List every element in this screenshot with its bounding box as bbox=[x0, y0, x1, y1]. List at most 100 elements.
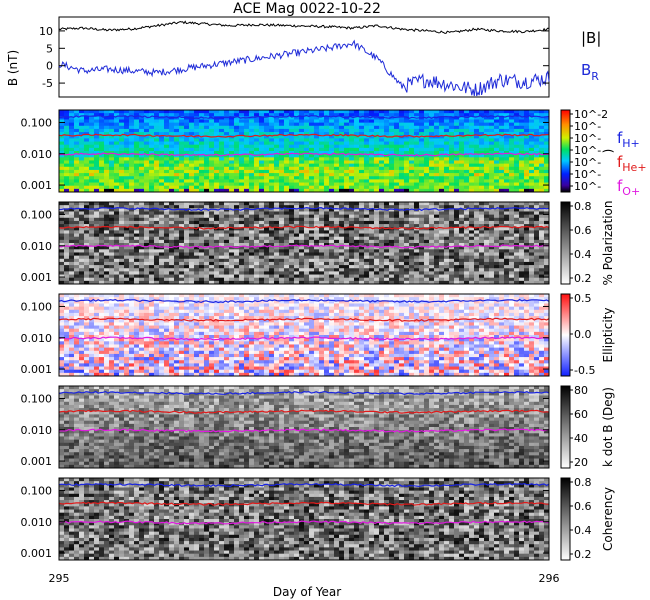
heatmap-cell bbox=[259, 208, 265, 212]
heatmap-cell bbox=[209, 202, 215, 206]
heatmap-cell bbox=[149, 157, 155, 161]
colorbar-tick-label: 10^- bbox=[574, 132, 601, 145]
heatmap-cell bbox=[279, 243, 285, 247]
heatmap-cell bbox=[129, 211, 135, 216]
heatmap-cell bbox=[449, 176, 455, 180]
heatmap-cell bbox=[419, 151, 425, 155]
heatmap-cell bbox=[349, 252, 355, 257]
heatmap-cell bbox=[384, 113, 390, 117]
heatmap-cell bbox=[469, 230, 475, 234]
heatmap-cell bbox=[529, 182, 535, 187]
heatmap-cell bbox=[294, 217, 300, 222]
heatmap-cell bbox=[239, 144, 245, 149]
heatmap-cell bbox=[189, 243, 195, 247]
heatmap-cell bbox=[309, 220, 315, 225]
heatmap-cell bbox=[474, 116, 480, 120]
heatmap-cell bbox=[129, 116, 135, 120]
heatmap-cell bbox=[274, 173, 280, 177]
heatmap-cell bbox=[294, 246, 300, 250]
heatmap-cell bbox=[364, 239, 370, 244]
heatmap-cell bbox=[139, 185, 145, 190]
heatmap-cell bbox=[344, 154, 350, 158]
heatmap-cell bbox=[414, 154, 420, 158]
heatmap-cell bbox=[79, 202, 85, 206]
heatmap-cell bbox=[64, 277, 70, 282]
heatmap-cell bbox=[114, 202, 120, 206]
heatmap-cell bbox=[414, 122, 420, 127]
heatmap-cell bbox=[409, 220, 415, 225]
heatmap-cell bbox=[124, 166, 130, 171]
heatmap-cell bbox=[329, 265, 335, 269]
heatmap-cell bbox=[314, 176, 320, 180]
heatmap-cell bbox=[309, 154, 315, 158]
heatmap-cell bbox=[434, 214, 440, 219]
heatmap-cell bbox=[524, 122, 530, 127]
heatmap-cell bbox=[249, 246, 255, 250]
heatmap-cell bbox=[409, 132, 415, 136]
heatmap-cell bbox=[359, 157, 365, 161]
heatmap-cell bbox=[499, 214, 505, 219]
heatmap-cell bbox=[229, 220, 235, 225]
heatmap-cell bbox=[254, 141, 260, 146]
heatmap-cell bbox=[159, 116, 165, 120]
heatmap-cell bbox=[464, 230, 470, 234]
heatmap-cell bbox=[239, 252, 245, 257]
heatmap-cell bbox=[209, 125, 215, 130]
heatmap-cell bbox=[284, 110, 290, 114]
heatmap-cell bbox=[534, 160, 540, 165]
heatmap-cell bbox=[69, 169, 75, 174]
heatmap-cell bbox=[249, 132, 255, 136]
heatmap-cell bbox=[444, 236, 450, 241]
heatmap-cell bbox=[104, 154, 110, 158]
heatmap-cell bbox=[264, 157, 270, 161]
heatmap-cell bbox=[504, 217, 510, 222]
heatmap-cell bbox=[64, 224, 70, 228]
heatmap-cell bbox=[399, 119, 405, 124]
heatmap-cell bbox=[404, 128, 410, 133]
heatmap-cell bbox=[404, 173, 410, 177]
heatmap-cell bbox=[314, 132, 320, 136]
heatmap-cell bbox=[434, 163, 440, 168]
heatmap-cell bbox=[74, 128, 80, 133]
heatmap-cell bbox=[394, 208, 400, 212]
heatmap-cell bbox=[224, 113, 230, 117]
heatmap-cell bbox=[374, 154, 380, 158]
heatmap-cell bbox=[394, 236, 400, 241]
heatmap-cell bbox=[64, 163, 70, 168]
heatmap-cell bbox=[174, 224, 180, 228]
heatmap-cell bbox=[234, 144, 240, 149]
heatmap-cell bbox=[349, 230, 355, 234]
heatmap-cell bbox=[279, 113, 285, 117]
heatmap-cell bbox=[214, 188, 220, 193]
heatmap-cell bbox=[139, 261, 145, 266]
heatmap-cell bbox=[249, 154, 255, 158]
heatmap-cell bbox=[339, 243, 345, 247]
heatmap-cell bbox=[174, 176, 180, 180]
heatmap-cell bbox=[254, 182, 260, 187]
heatmap-cell bbox=[394, 144, 400, 149]
heatmap-cell bbox=[364, 214, 370, 219]
heatmap-cell bbox=[69, 280, 75, 285]
heatmap-cell bbox=[334, 116, 340, 120]
heatmap-cell bbox=[184, 185, 190, 190]
heatmap-cell bbox=[259, 113, 265, 117]
heatmap-cell bbox=[279, 128, 285, 133]
heatmap-cell bbox=[94, 154, 100, 158]
heatmap-cell bbox=[299, 280, 305, 285]
heatmap-cell bbox=[479, 205, 485, 209]
heatmap-cell bbox=[344, 246, 350, 250]
heatmap-cell bbox=[209, 255, 215, 260]
heatmap-cell bbox=[489, 182, 495, 187]
heatmap-cell bbox=[159, 176, 165, 180]
heatmap-cell bbox=[89, 268, 95, 272]
heatmap-cell bbox=[69, 255, 75, 260]
heatmap-cell bbox=[89, 246, 95, 250]
heatmap-cell bbox=[389, 261, 395, 266]
heatmap-cell bbox=[164, 141, 170, 146]
heatmap-cell bbox=[229, 169, 235, 174]
heatmap-cell bbox=[59, 166, 65, 171]
heatmap-cell bbox=[309, 208, 315, 212]
heatmap-cell bbox=[519, 110, 525, 114]
heatmap-cell bbox=[124, 271, 130, 275]
heatmap-cell bbox=[434, 125, 440, 130]
